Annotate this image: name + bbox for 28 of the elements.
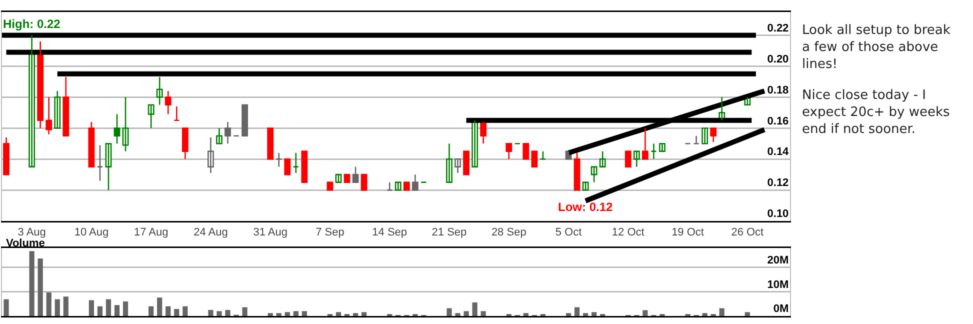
x-tick-label: 17 Aug (134, 226, 168, 239)
annotation: High: 0.22 (3, 17, 61, 31)
x-tick-label: 19 Oct (672, 226, 704, 239)
text: Look all setup to break a few of those above lines! (802, 22, 952, 73)
y-tick-label: 0.14 (767, 146, 790, 158)
y-tick-label: 0.22 (767, 22, 789, 34)
y-tick-label: 10M (767, 278, 789, 291)
x-tick-label: 26 Oct (731, 226, 764, 239)
x-tick-label: 3 Aug (18, 226, 46, 239)
x-tick-label: 7 Sep (316, 226, 344, 239)
y-tick-label: 0.16 (767, 115, 789, 128)
y-tick-label: 0.20 (767, 53, 789, 66)
text: Nice close today - I expect 20c+ by weeks end if not sooner. (802, 87, 951, 138)
annotation: Low: 0.12 (558, 200, 614, 214)
x-tick-label: 28 Sep (491, 226, 526, 239)
x-tick-label: 24 Aug (194, 226, 228, 239)
x-tick-label: 21 Sep (432, 226, 467, 239)
y-tick-label: 0.18 (767, 84, 789, 96)
x-tick-label: 12 Oct (612, 226, 644, 239)
y-tick-label: 0M (773, 303, 789, 316)
x-tick-label: 14 Sep (372, 226, 408, 239)
chart-title: Volume (6, 238, 45, 250)
x-tick-label: 5 Oct (555, 226, 582, 239)
y-tick-label: 0.12 (767, 177, 789, 190)
x-tick-label: 10 Aug (74, 226, 109, 239)
y-tick-label: 20M (767, 254, 789, 267)
x-tick-label: 31 Aug (253, 226, 288, 239)
y-tick-label: 0.10 (767, 208, 789, 220)
